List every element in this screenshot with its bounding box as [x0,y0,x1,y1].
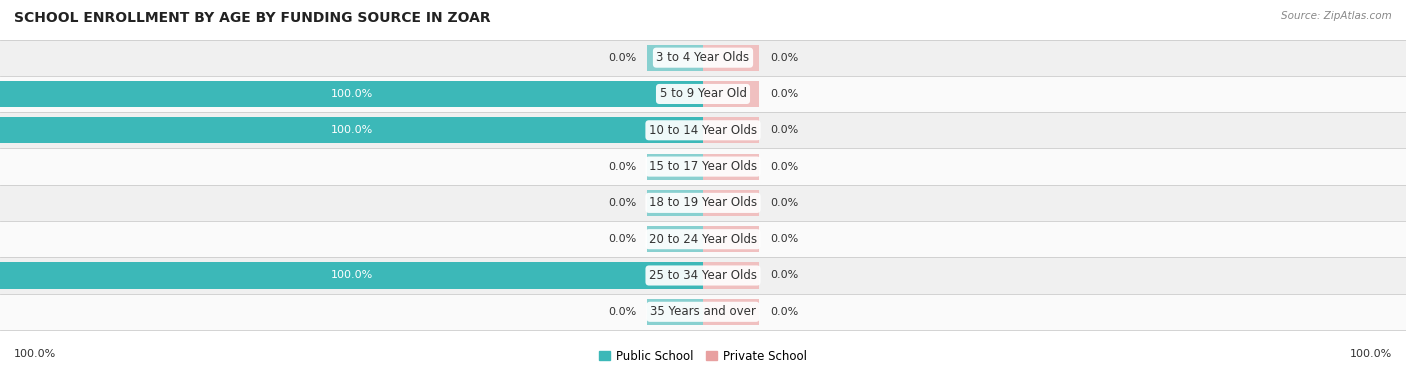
Bar [0,294,1406,330]
Text: 3 to 4 Year Olds: 3 to 4 Year Olds [657,51,749,64]
Text: 20 to 24 Year Olds: 20 to 24 Year Olds [650,233,756,246]
Bar [0,76,1406,112]
Text: 100.0%: 100.0% [330,125,373,135]
Text: 100.0%: 100.0% [14,349,56,359]
Bar [647,44,703,71]
Bar [0,81,703,107]
Text: 100.0%: 100.0% [330,270,373,280]
Bar [0,221,1406,257]
Text: 100.0%: 100.0% [1350,349,1392,359]
Text: 35 Years and over: 35 Years and over [650,305,756,318]
Bar [703,44,759,71]
Bar [703,262,759,288]
Text: 0.0%: 0.0% [770,89,799,99]
Text: 0.0%: 0.0% [770,125,799,135]
Legend: Public School, Private School: Public School, Private School [593,345,813,367]
Bar [0,257,1406,294]
Text: 0.0%: 0.0% [607,234,637,244]
Bar [647,190,703,216]
Text: 25 to 34 Year Olds: 25 to 34 Year Olds [650,269,756,282]
Text: 0.0%: 0.0% [770,162,799,172]
Bar [703,190,759,216]
Bar [703,299,759,325]
Text: 0.0%: 0.0% [607,162,637,172]
Text: 0.0%: 0.0% [607,198,637,208]
Text: 0.0%: 0.0% [607,307,637,317]
Text: Source: ZipAtlas.com: Source: ZipAtlas.com [1281,11,1392,21]
Text: 0.0%: 0.0% [607,53,637,63]
Text: 0.0%: 0.0% [770,53,799,63]
Text: 15 to 17 Year Olds: 15 to 17 Year Olds [650,160,756,173]
Bar [0,40,1406,76]
Bar [0,262,703,288]
Bar [703,81,759,107]
Text: 5 to 9 Year Old: 5 to 9 Year Old [659,87,747,101]
Text: 18 to 19 Year Olds: 18 to 19 Year Olds [650,196,756,209]
Text: 0.0%: 0.0% [770,234,799,244]
Text: 10 to 14 Year Olds: 10 to 14 Year Olds [650,124,756,137]
Text: SCHOOL ENROLLMENT BY AGE BY FUNDING SOURCE IN ZOAR: SCHOOL ENROLLMENT BY AGE BY FUNDING SOUR… [14,11,491,25]
Bar [0,149,1406,185]
Text: 0.0%: 0.0% [770,270,799,280]
Bar [647,299,703,325]
Bar [0,117,703,143]
Bar [647,153,703,180]
Bar [703,153,759,180]
Bar [703,117,759,143]
Text: 0.0%: 0.0% [770,307,799,317]
Bar [703,226,759,252]
Text: 100.0%: 100.0% [330,89,373,99]
Bar [0,185,1406,221]
Bar [647,226,703,252]
Text: 0.0%: 0.0% [770,198,799,208]
Bar [0,112,1406,149]
